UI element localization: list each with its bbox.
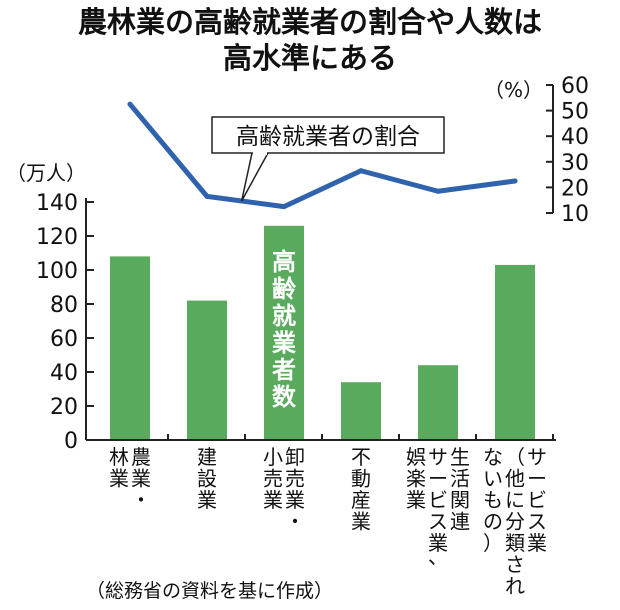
x-tick-label-char: 業 [351,510,371,534]
x-tick-label-char: ビ [428,488,448,512]
x-tick-label-char: サ [527,445,547,469]
x-tick-label-char: な [483,445,503,469]
x-tick-label-char: 分 [505,510,525,534]
x-tick-label-char: 動 [351,467,371,491]
right-axis-unit: （%） [484,78,543,102]
x-tick-label-char: 、 [428,545,448,569]
x-tick-label-char: 業 [428,531,448,555]
x-tick-label-char: 業 [197,488,217,512]
x-tick-label-char: ス [527,510,547,534]
bar-series-label-char: 業 [272,329,296,357]
line-point [204,193,210,199]
x-tick-label-char: 活 [450,467,470,491]
line-point [512,178,518,184]
right-tick-label: 60 [561,74,589,99]
left-axis-unit: （万人） [6,161,86,185]
x-tick-label-char: 業 [406,488,426,512]
callout-box [211,116,445,154]
x-tick-label-char: 売 [263,467,283,491]
x-tick-label-char: の [483,510,503,534]
x-tick-label-char: も [483,488,503,512]
x-tick-label-char: 林 [109,445,129,469]
x-tick-label-char: 業 [285,488,305,512]
x-tick-label-char: 建 [197,445,217,469]
x-tick-label-char: ー [428,467,448,491]
x-tick-label-char: さ [505,553,525,577]
x-tick-label-char: 売 [285,467,305,491]
bar-series-label-char: 就 [272,302,296,330]
right-tick-label: 30 [561,151,589,176]
left-tick-label: 120 [36,225,78,250]
x-tick-label-char: れ [505,574,525,598]
source-note: （総務省の資料を基に作成） [86,580,334,602]
x-tick-label-char: ・ [131,488,151,512]
left-tick-label: 80 [50,293,78,318]
chart-title-line-1: 農林業の高齢就業者の割合や人数は [77,5,542,39]
x-tick-label-char: 小 [263,445,283,469]
left-tick-label: 40 [50,361,78,386]
line-series-label: 高齢就業者の割合 [236,124,420,150]
x-tick-label-char: に [505,488,525,512]
callout-joint [253,151,267,155]
line-series-path [127,101,518,210]
x-tick-label-char: サ [428,445,448,469]
x-tick-label-char: 業 [131,467,151,491]
right-tick-label: 20 [561,176,589,201]
x-tick-label-char: 不 [351,445,371,469]
bar-6 [495,264,535,440]
left-tick-label: 20 [50,395,78,420]
right-tick-label: 50 [561,100,589,125]
bar-1 [110,256,150,440]
x-tick-label-char: 生 [450,445,470,469]
right-tick-label: 10 [561,202,589,227]
x-tick-label-char: 類 [505,531,525,555]
right-tick-label: 40 [561,125,589,150]
x-tick-label-char: ー [527,467,547,491]
x-tick-label-char: （ [505,445,525,469]
chart-title-line-2: 高水準にある [222,41,397,75]
line-point [281,204,287,210]
left-tick-label: 140 [36,191,78,216]
line-point [435,188,441,194]
x-tick-label-char: 設 [197,467,217,491]
line-point [127,101,133,107]
x-tick-label-char: 卸 [285,445,305,469]
x-tick-label-char: ・ [285,510,305,534]
left-tick-label: 0 [64,429,78,454]
bar-series-label-char: 者 [272,356,296,384]
bar-2 [187,300,227,440]
x-tick-label-char: ） [483,531,503,555]
callout-pointer [240,152,269,202]
x-tick-label-char: ス [428,510,448,534]
bar-series-label-char: 高 [272,248,296,276]
x-tick-label-char: 他 [505,467,525,491]
bar-series-label-char: 数 [272,383,297,411]
x-tick-label-char: 楽 [406,467,426,491]
x-tick-label-char: 連 [450,510,470,534]
x-tick-label-char: 関 [450,488,470,512]
bar-5 [418,365,458,440]
x-tick-label-char: 農 [131,445,151,469]
bar-4 [341,382,381,440]
x-tick-label-char: い [483,467,503,491]
x-tick-label-char: 娯 [406,445,426,469]
left-tick-label: 100 [36,259,78,284]
x-tick-label-char: 業 [527,531,547,555]
x-tick-label-char: 産 [351,488,371,512]
bar-3 [264,225,304,440]
line-point [358,168,364,174]
bar-series-label-char: 齢 [272,275,297,303]
x-tick-label-char: 業 [263,488,283,512]
x-tick-label-char: 業 [109,467,129,491]
x-tick-label-char: ビ [527,488,547,512]
left-tick-label: 60 [50,327,78,352]
